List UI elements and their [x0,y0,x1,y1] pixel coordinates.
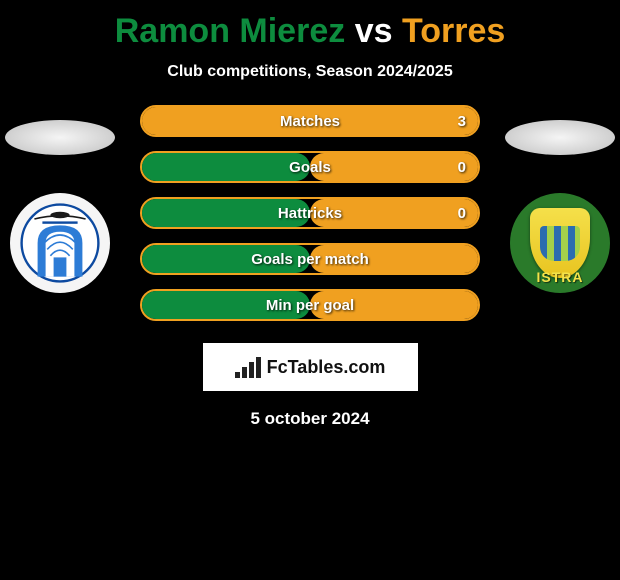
stat-bar-label: Hattricks [142,199,478,227]
stat-value-right: 3 [458,107,466,135]
vs-text: vs [355,12,393,50]
stat-value-right: 0 [458,199,466,227]
fctables-logo-text: FcTables.com [267,357,386,378]
stat-bar: Goals per match [140,243,480,275]
fctables-logo[interactable]: FcTables.com [203,343,418,391]
player1-photo-placeholder [5,120,115,155]
stats-bars: Matches3Goals0Hattricks0Goals per matchM… [140,105,480,321]
player1-crest [10,193,110,293]
player2-area: ISTRA [500,120,620,293]
barchart-icon [235,356,261,378]
istra-crest-label: ISTRA [537,269,584,285]
stat-bar: Hattricks0 [140,197,480,229]
subtitle: Club competitions, Season 2024/2025 [0,63,620,81]
osijek-crest-icon [20,203,100,283]
stat-bar-label: Goals per match [142,245,478,273]
player2-name: Torres [402,12,505,50]
stat-bar-label: Matches [142,107,478,135]
stat-bar: Min per goal [140,289,480,321]
player1-name: Ramon Mierez [115,12,346,50]
stat-bar-label: Goals [142,153,478,181]
player2-crest: ISTRA [510,193,610,293]
player2-photo-placeholder [505,120,615,155]
stat-bar: Goals0 [140,151,480,183]
stat-value-right: 0 [458,153,466,181]
istra-shield-icon [530,208,590,278]
stat-bar: Matches3 [140,105,480,137]
page-title: Ramon Mierez vs Torres [0,0,620,51]
snapshot-date: 5 october 2024 [0,409,620,429]
stat-bar-label: Min per goal [142,291,478,319]
player1-area [0,120,120,293]
